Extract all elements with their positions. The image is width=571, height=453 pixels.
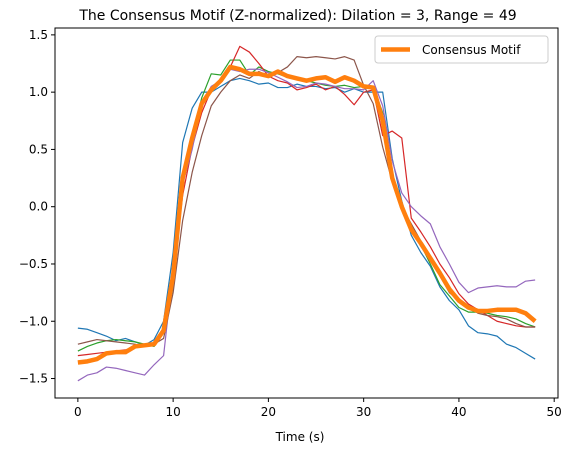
x-axis-label: Time (s) <box>275 430 325 444</box>
y-tick-label: 1.5 <box>29 28 48 42</box>
y-tick-label: −1.5 <box>19 372 48 386</box>
y-tick-label: −0.5 <box>19 257 48 271</box>
y-tick-label: 1.0 <box>29 85 48 99</box>
legend-label-consensus-motif: Consensus Motif <box>422 43 521 57</box>
series-layer <box>77 45 537 382</box>
y-tick-label: 0.0 <box>29 200 48 214</box>
x-tick-label: 0 <box>74 405 82 419</box>
x-tick-label: 10 <box>165 405 180 419</box>
y-tick-label: 0.5 <box>29 142 48 156</box>
x-tick-label: 50 <box>547 405 562 419</box>
x-tick-label: 40 <box>451 405 466 419</box>
legend-box <box>374 35 549 64</box>
y-tick-label: −1.0 <box>19 314 48 328</box>
x-tick-label: 20 <box>261 405 276 419</box>
y-axis: −1.5 −1.0 −0.5 0.0 0.5 1.0 1.5 <box>19 28 55 386</box>
plot-frame <box>54 27 559 399</box>
x-axis: 0 10 20 30 40 50 <box>74 398 562 419</box>
x-tick-label: 30 <box>356 405 371 419</box>
series-line-consensus-motif <box>77 64 537 365</box>
series-line-4 <box>77 68 536 382</box>
legend: Consensus Motif <box>374 35 549 64</box>
chart-title: The Consensus Motif (Z-normalized): Dila… <box>78 8 516 24</box>
